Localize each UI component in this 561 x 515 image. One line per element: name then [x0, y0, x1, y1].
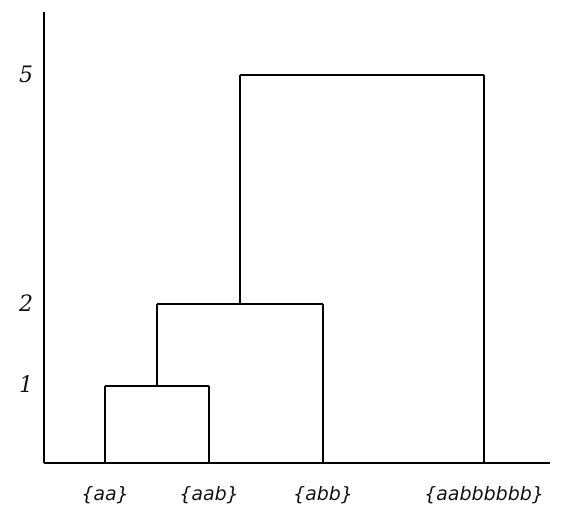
dendrogram-links [104, 74, 485, 463]
leaf-label-abb: {abb} [293, 483, 353, 505]
y-tick-label-2: 2 [18, 292, 33, 317]
leaf-label-aab: {aab} [179, 483, 239, 505]
y-tick-label-1: 1 [19, 373, 33, 398]
y-tick-label-5: 5 [19, 63, 33, 88]
leaf-label-aa: {aa} [81, 483, 128, 505]
leaf-label-aabbbbbb: {aabbbbbb} [424, 483, 544, 505]
